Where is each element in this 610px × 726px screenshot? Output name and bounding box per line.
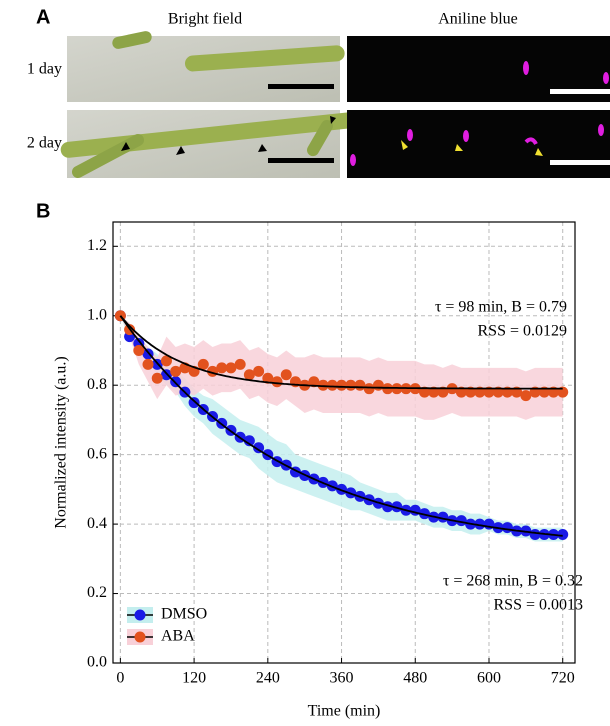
data-point xyxy=(326,379,338,391)
data-point xyxy=(520,390,532,402)
micrograph xyxy=(347,110,610,178)
x-tick-label: 120 xyxy=(182,670,206,687)
legend-marker xyxy=(134,609,146,621)
fit-curve xyxy=(119,315,563,390)
data-point xyxy=(151,372,163,384)
y-tick-label: 0.8 xyxy=(87,376,107,393)
data-point xyxy=(437,386,449,398)
data-point xyxy=(308,376,320,388)
data-point xyxy=(197,358,209,370)
data-point xyxy=(243,435,255,447)
x-tick-label: 480 xyxy=(403,670,427,687)
data-point xyxy=(336,379,348,391)
y-tick-label: 0.2 xyxy=(87,584,107,601)
data-point xyxy=(133,344,145,356)
data-point xyxy=(243,369,255,381)
data-point xyxy=(418,386,430,398)
micrograph xyxy=(60,110,360,178)
x-tick-label: 360 xyxy=(330,670,354,687)
data-point xyxy=(363,383,375,395)
data-point xyxy=(280,369,292,381)
plot-frame xyxy=(112,221,576,664)
data-point xyxy=(418,508,430,520)
column-title: Bright field xyxy=(168,11,242,28)
annotation: τ = 268 min, B = 0.32 xyxy=(443,573,583,590)
x-tick-label: 600 xyxy=(477,670,501,687)
error-band xyxy=(120,315,563,542)
data-point xyxy=(170,365,182,377)
y-tick-label: 1.2 xyxy=(87,237,107,254)
data-point xyxy=(271,376,283,388)
annotation: RSS = 0.0129 xyxy=(478,323,568,340)
y-tick-label: 0.6 xyxy=(87,445,107,462)
data-point xyxy=(317,379,329,391)
column-title: Aniline blue xyxy=(438,11,518,28)
micrograph xyxy=(67,31,345,102)
data-point xyxy=(253,365,265,377)
data-point xyxy=(428,386,440,398)
panel-label: A xyxy=(36,6,50,28)
data-point xyxy=(225,362,237,374)
data-point xyxy=(262,372,274,384)
annotation: RSS = 0.0013 xyxy=(494,597,584,614)
data-point xyxy=(142,358,154,370)
x-tick-label: 720 xyxy=(551,670,575,687)
data-point xyxy=(160,355,172,367)
annotation: τ = 98 min, B = 0.79 xyxy=(435,299,567,316)
legend-label: DMSO xyxy=(161,606,207,623)
y-tick-label: 0.4 xyxy=(87,515,107,532)
micrograph xyxy=(347,36,610,102)
fit-curve xyxy=(119,315,563,537)
data-point xyxy=(253,442,265,454)
x-tick-label: 0 xyxy=(116,670,124,687)
plot: 0 120 240 360 480 600 720 0.0 0.2 0.4 0.6 0.8 1.0 1.2… xyxy=(53,221,584,720)
data-point xyxy=(188,397,200,409)
legend-label: ABA xyxy=(161,628,195,645)
x-tick-label: 240 xyxy=(256,670,280,687)
data-point xyxy=(455,386,467,398)
data-point xyxy=(557,529,569,541)
data-point xyxy=(391,501,403,513)
data-point xyxy=(474,518,486,530)
panel-label: B xyxy=(36,200,50,222)
y-tick-label: 0.0 xyxy=(87,654,107,671)
y-tick-label: 1.0 xyxy=(87,306,107,323)
x-axis-label: Time (min) xyxy=(308,703,381,720)
row-title: 1 day xyxy=(27,61,62,78)
y-axis-label: Normalized intensity (a.u.) xyxy=(53,356,70,528)
row-title: 2 day xyxy=(27,135,62,152)
legend-marker xyxy=(134,631,146,643)
data-point xyxy=(216,362,228,374)
data-point xyxy=(234,358,246,370)
